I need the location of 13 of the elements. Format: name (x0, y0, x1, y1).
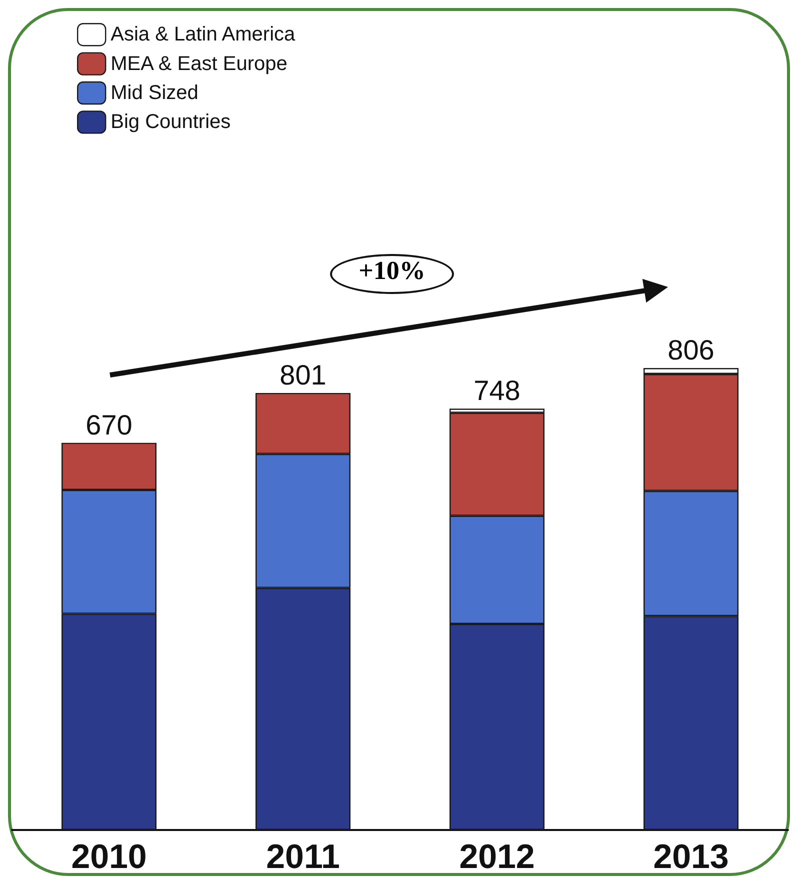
text: +10% (330, 254, 454, 294)
annotation: 801 (280, 359, 326, 390)
legend-label: Asia & Latin America (110, 24, 296, 46)
annotation: 748 (474, 375, 520, 406)
legend-label: Mid Sized (110, 82, 198, 104)
x-tick-label: 2010 (71, 838, 147, 876)
legend-label: Big Countries (110, 111, 231, 134)
x-tick-label: 2011 (266, 838, 340, 876)
x-tick-label: 2013 (653, 838, 729, 876)
annotation: 670 (86, 409, 132, 440)
x-tick-label: 2012 (459, 838, 535, 876)
legend-label: MEA & East Europe (110, 52, 288, 75)
annotation: 806 (668, 334, 714, 366)
